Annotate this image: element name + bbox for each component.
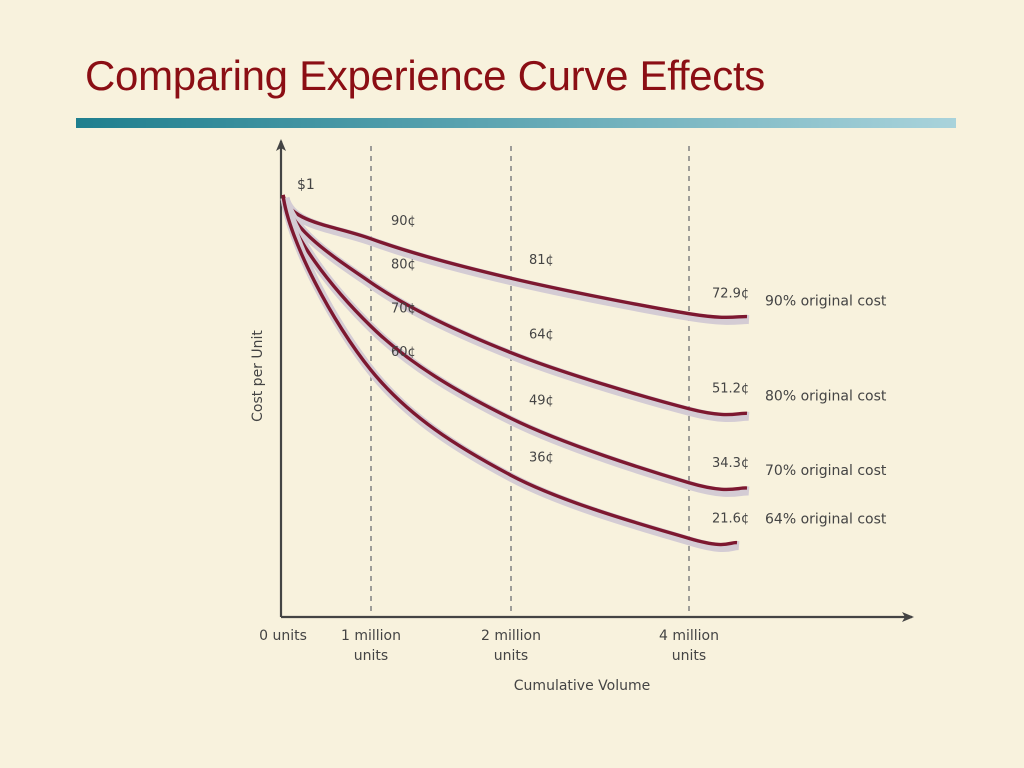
point-label-s1-x2: 81¢ bbox=[529, 253, 554, 268]
point-label-s1-x4: 72.9¢ bbox=[712, 287, 749, 302]
point-label-s3-x1: 70¢ bbox=[391, 301, 416, 316]
point-label-s2-x4: 51.2¢ bbox=[712, 382, 749, 397]
axes bbox=[276, 139, 914, 622]
y-start-label: $1 bbox=[297, 177, 315, 193]
point-label-s2-x2: 64¢ bbox=[529, 328, 554, 343]
point-label-s1-x1: 90¢ bbox=[391, 214, 416, 229]
slide-title: Comparing Experience Curve Effects bbox=[85, 52, 766, 99]
series-label-4: 64% original cost bbox=[765, 511, 887, 527]
y-axis-title: Cost per Unit bbox=[250, 330, 266, 422]
point-label-s4-x4: 21.6¢ bbox=[712, 511, 749, 526]
curve-2 bbox=[281, 194, 748, 417]
labels: 90¢ 81¢ 72.9¢ 90% original cost 80¢ 64¢ 51.2¢ 8… bbox=[250, 177, 887, 694]
x-tick-label-2-1: units bbox=[494, 648, 528, 664]
curve-4 bbox=[281, 194, 738, 547]
series-label-3: 70% original cost bbox=[765, 463, 887, 479]
series-label-1: 90% original cost bbox=[765, 294, 887, 310]
curve-1 bbox=[281, 194, 748, 320]
title-rule bbox=[76, 118, 956, 128]
grid-lines bbox=[370, 146, 690, 617]
point-label-s4-x2: 36¢ bbox=[529, 450, 554, 465]
x-axis-title: Cumulative Volume bbox=[514, 678, 650, 694]
x-tick-label-1-1: units bbox=[354, 648, 388, 664]
x-tick-label-0-0: 0 units bbox=[259, 628, 307, 644]
curves bbox=[280, 194, 750, 552]
x-tick-label-4-1: units bbox=[672, 648, 706, 664]
point-label-s2-x1: 80¢ bbox=[391, 258, 416, 273]
curve-3 bbox=[281, 194, 748, 492]
point-label-s3-x4: 34.3¢ bbox=[712, 456, 749, 471]
series-label-2: 80% original cost bbox=[765, 389, 887, 405]
point-label-s4-x1: 60¢ bbox=[391, 345, 416, 360]
x-tick-label-2-0: 2 million bbox=[481, 628, 541, 644]
x-tick-label-1-0: 1 million bbox=[341, 628, 401, 644]
point-label-s3-x2: 49¢ bbox=[529, 393, 554, 408]
curve-shadow-1 bbox=[280, 196, 750, 325]
curve-shadow-4 bbox=[280, 197, 740, 552]
x-tick-label-4-0: 4 million bbox=[659, 628, 719, 644]
